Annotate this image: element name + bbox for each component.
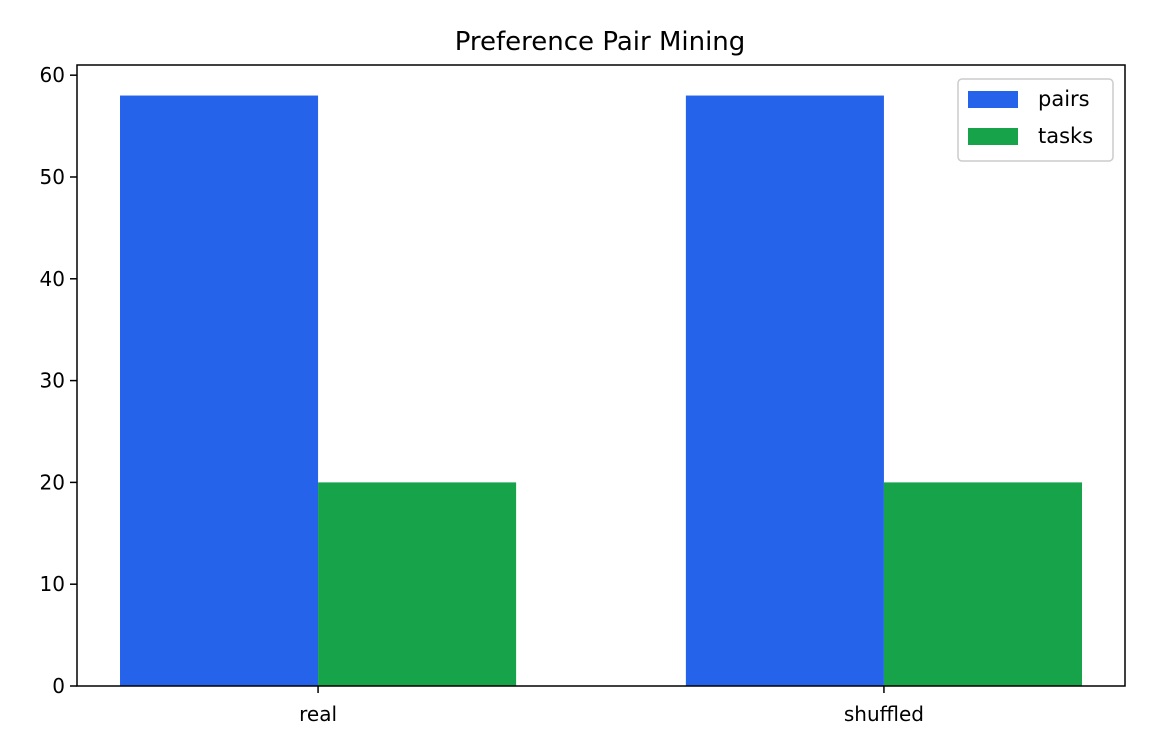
legend-swatch-tasks (968, 128, 1018, 145)
bar-pairs-shuffled (685, 95, 884, 686)
y-axis: 0 10 20 30 40 50 60 (40, 63, 77, 698)
x-tick-label-real: real (299, 702, 337, 726)
y-tick-label: 0 (52, 674, 65, 698)
legend-swatch-pairs (968, 91, 1018, 108)
bars-group (120, 95, 1082, 686)
bar-tasks-shuffled (883, 482, 1082, 686)
y-tick-label: 40 (40, 267, 65, 291)
legend-label-tasks: tasks (1038, 124, 1093, 148)
legend-label-pairs: pairs (1038, 87, 1090, 111)
y-tick-label: 60 (40, 63, 65, 87)
bar-pairs-real (120, 95, 319, 686)
legend: pairs tasks (957, 78, 1114, 162)
y-tick-label: 20 (40, 470, 65, 494)
y-tick-label: 50 (40, 165, 65, 189)
y-tick-label: 10 (40, 572, 65, 596)
bar-tasks-real (318, 482, 517, 686)
plot-frame (76, 64, 1126, 687)
chart-title: Preference Pair Mining (455, 27, 746, 57)
x-tick-label-shuffled: shuffled (844, 702, 924, 726)
y-tick-label: 30 (40, 369, 65, 393)
x-axis: real shuffled (299, 686, 924, 726)
